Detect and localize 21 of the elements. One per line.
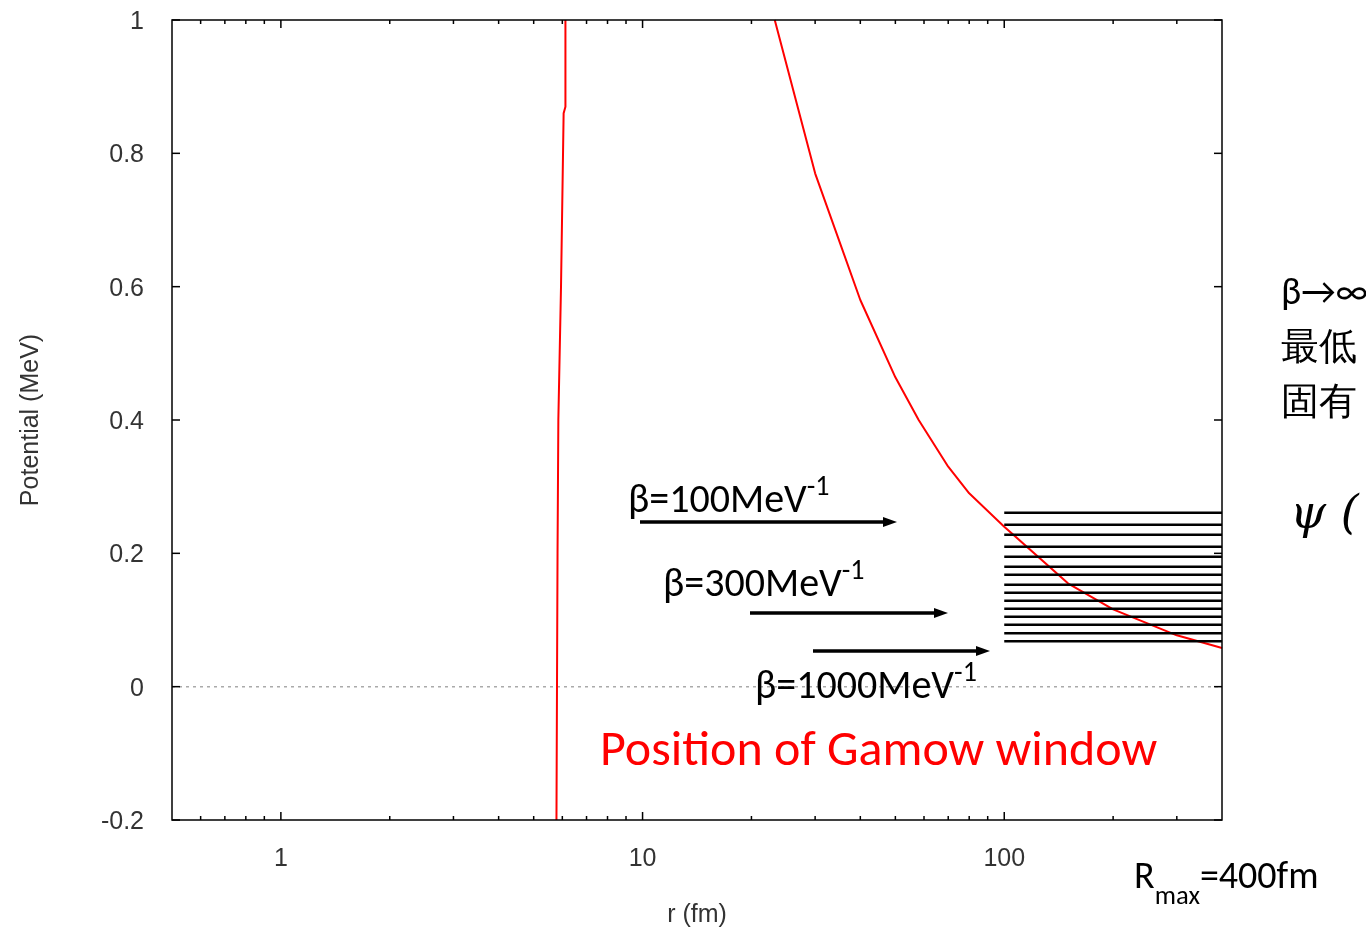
- line-series: [555, 19, 567, 821]
- y-tick-label: -0.2: [100, 806, 144, 834]
- y-tick-label: 0: [130, 672, 144, 701]
- annotation: β=1000MeV$^{-1}$: [755, 653, 977, 709]
- y-tick-label: 0.4: [109, 406, 145, 434]
- y-tick-label: 0.8: [109, 139, 144, 168]
- x-tick-label: 100: [983, 843, 1026, 871]
- text: 固有: [1281, 378, 1357, 424]
- y-tick-label: 0.6: [109, 272, 144, 301]
- x-axis-title: r (fm): [667, 899, 727, 927]
- text: R$_{max}$=400fm: [1134, 852, 1319, 911]
- x-tick-label: 10: [628, 843, 657, 871]
- y-tick-label: 0.2: [109, 539, 144, 568]
- x-tick-label: 1: [273, 843, 288, 871]
- y-tick-label: 1: [130, 6, 144, 34]
- text: 最低: [1281, 323, 1357, 369]
- annotation: β=300MeV$^{-1}$: [663, 551, 865, 607]
- y-axis-title: Potential (MeV): [15, 333, 43, 507]
- text: ψ (: [1290, 485, 1360, 539]
- annotation: Position of Gamow window: [600, 717, 1158, 778]
- annotation: β=100MeV$^{-1}$: [628, 467, 830, 523]
